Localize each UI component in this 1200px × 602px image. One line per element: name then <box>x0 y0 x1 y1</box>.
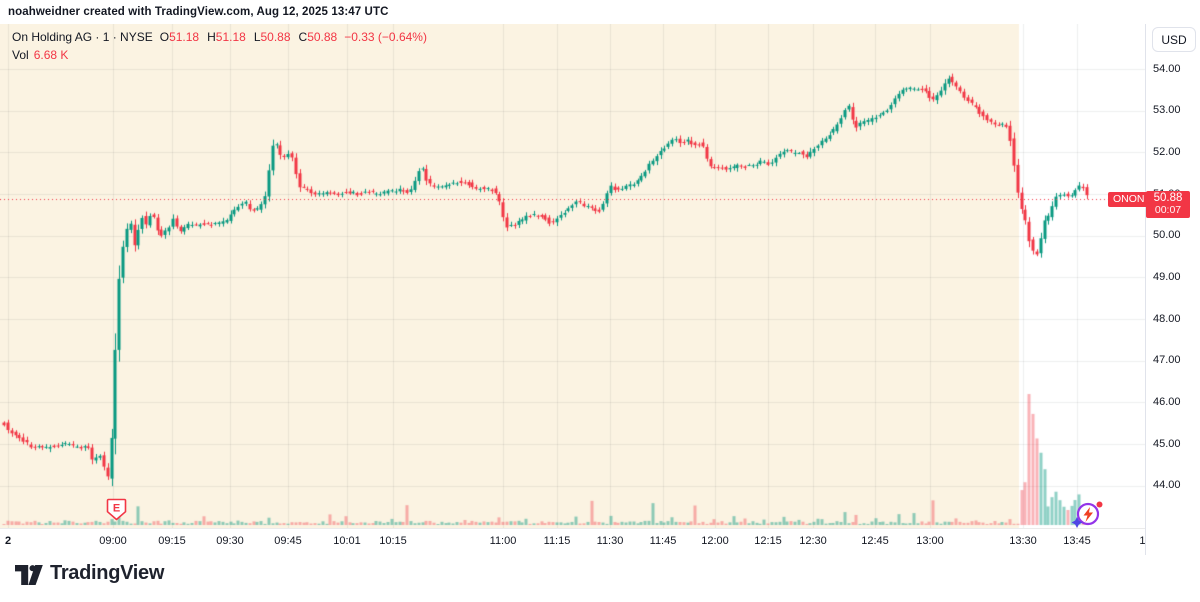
time-scale-label: 10:15 <box>379 535 407 547</box>
chart-area: On Holding AG · 1 · NYSE O51.18 H51.18 L… <box>0 24 1200 556</box>
time-scale-label: 09:15 <box>158 535 186 547</box>
time-scale-label: 11:30 <box>596 535 624 547</box>
price-scale-label: 44.00 <box>1153 479 1181 492</box>
tradingview-wordmark: TradingView <box>50 561 165 584</box>
symbol-legend: On Holding AG · 1 · NYSE O51.18 H51.18 L… <box>12 29 427 63</box>
low-label: L <box>253 30 261 44</box>
high-value: 51.18 <box>215 30 246 44</box>
currency-button[interactable]: USD <box>1152 27 1196 52</box>
price-scale[interactable]: USD 54.0053.0052.0051.0050.0049.0048.004… <box>1145 24 1200 555</box>
price-scale-label: 52.00 <box>1153 145 1181 158</box>
price-scale-label: 54.00 <box>1153 62 1181 75</box>
notification-dot-icon <box>1096 501 1103 508</box>
time-scale-label: 09:45 <box>274 535 302 547</box>
earnings-letter: E <box>113 503 120 515</box>
lightning-bolt-icon <box>1083 507 1093 522</box>
price-scale-label: 50.00 <box>1153 229 1181 242</box>
time-scale-label: 11:45 <box>649 535 677 547</box>
spark-reaction-icon[interactable] <box>1070 500 1104 530</box>
time-scale-label: 13:30 <box>1009 535 1037 547</box>
time-scale-label: 2 <box>4 535 12 547</box>
symbol-title: On Holding AG · 1 · NYSE <box>12 30 153 44</box>
low-value: 50.88 <box>260 30 291 44</box>
time-scale-label: 12:30 <box>799 535 827 547</box>
ohlc-values: O51.18 H51.18 L50.88 C50.88 <box>160 29 338 45</box>
symbol-price-flag: ONON <box>1108 192 1150 207</box>
attribution-text: noahweidner created with TradingView.com… <box>8 6 389 18</box>
open-value: 51.18 <box>169 30 200 44</box>
price-scale-label: 49.00 <box>1153 270 1181 283</box>
earnings-marker[interactable]: E <box>106 498 127 521</box>
open-label: O <box>159 30 170 44</box>
candlestick-chart-canvas[interactable] <box>0 24 1145 528</box>
time-scale-label: 09:00 <box>99 535 127 547</box>
tradingview-footer[interactable]: TradingView <box>14 560 164 586</box>
last-price-badge: 50.88 00:07 <box>1146 191 1190 218</box>
time-scale-label: 12:45 <box>861 535 889 547</box>
time-scale-label: 13:45 <box>1063 535 1091 547</box>
time-scale-label: 12:15 <box>754 535 782 547</box>
price-scale-label: 45.00 <box>1153 437 1181 450</box>
time-scale-label: 11:15 <box>543 535 571 547</box>
high-label: H <box>207 30 216 44</box>
close-value: 50.88 <box>307 30 338 44</box>
change-value: −0.33 (−0.64%) <box>344 30 427 44</box>
time-scale-label: 10:01 <box>333 535 361 547</box>
time-scale-label: 12:00 <box>701 535 729 547</box>
price-scale-label: 46.00 <box>1153 395 1181 408</box>
tradingview-logo-icon <box>15 565 43 585</box>
time-scale-label: 11:00 <box>489 535 517 547</box>
close-label: C <box>298 30 308 44</box>
volume-value: 6.68 K <box>33 48 69 62</box>
price-scale-label: 48.00 <box>1153 312 1181 325</box>
time-scale-label: 13:00 <box>916 535 944 547</box>
last-price-value: 50.88 <box>1153 192 1183 204</box>
volume-label: Vol <box>12 48 29 62</box>
earnings-shield-icon <box>106 498 127 521</box>
sparkle-star-icon <box>1071 517 1083 528</box>
time-scale-label: 09:30 <box>216 535 244 547</box>
price-scale-label: 53.00 <box>1153 104 1181 117</box>
time-scale[interactable]: 2 09:00 09:15 09:30 09:45 10:01 10:15 11:00 11:1… <box>0 528 1200 556</box>
bar-countdown: 00:07 <box>1154 204 1182 216</box>
price-scale-label: 47.00 <box>1153 354 1181 367</box>
